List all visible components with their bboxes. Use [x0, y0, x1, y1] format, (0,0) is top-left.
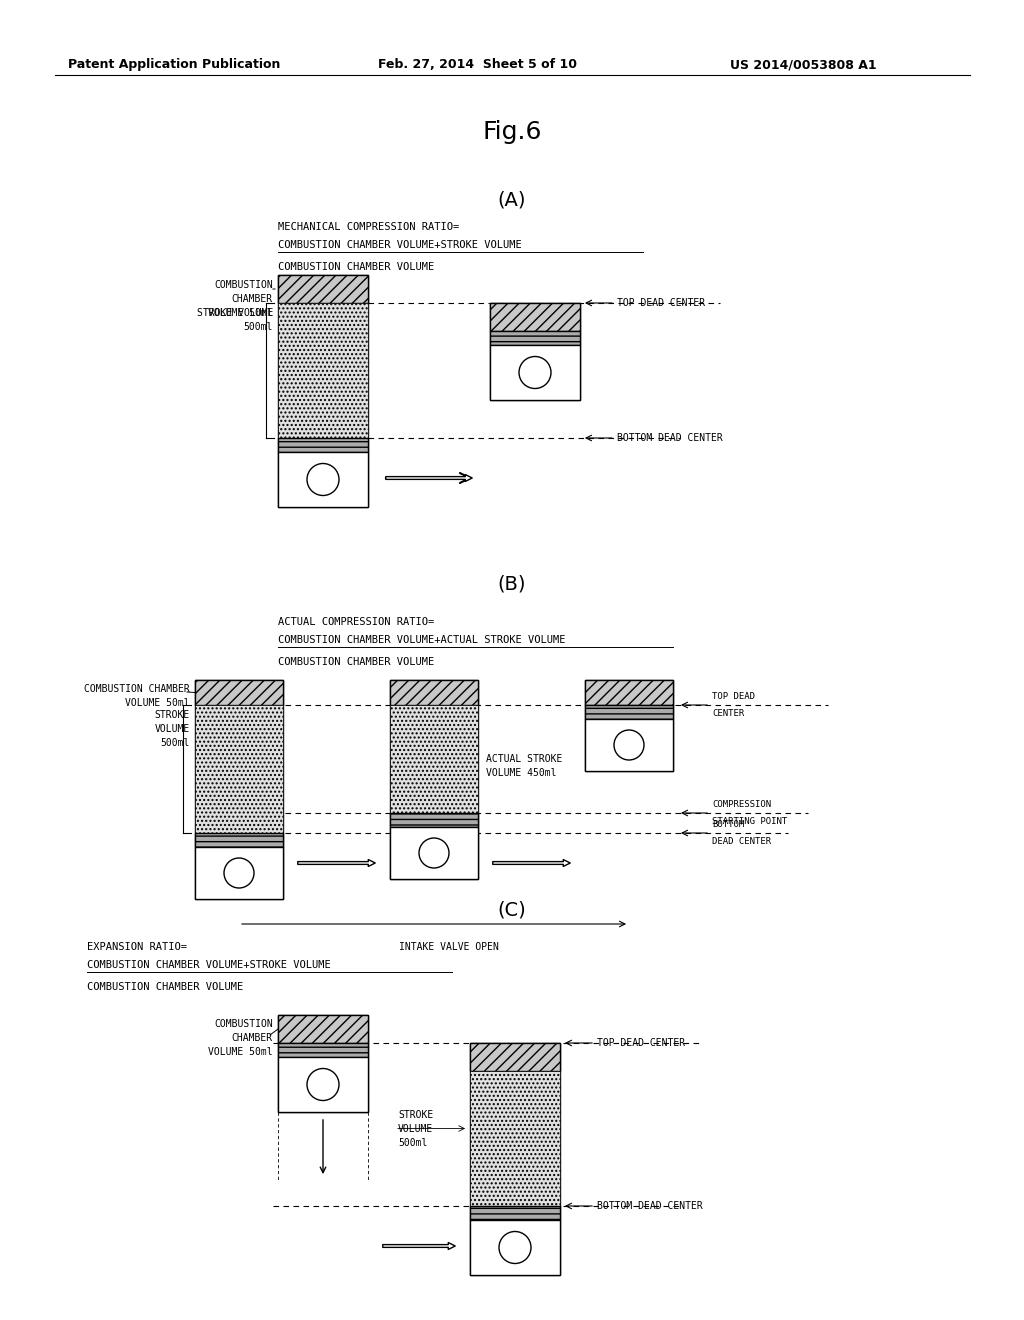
Text: COMBUSTION CHAMBER VOLUME+STROKE VOLUME: COMBUSTION CHAMBER VOLUME+STROKE VOLUME — [278, 240, 522, 249]
Bar — [585, 719, 673, 771]
Text: Fig.6: Fig.6 — [482, 120, 542, 144]
Text: 500ml: 500ml — [398, 1138, 427, 1147]
Text: VOLUME 50ml: VOLUME 50ml — [208, 308, 273, 318]
Bar — [585, 680, 673, 771]
Text: VOLUME: VOLUME — [155, 723, 190, 734]
Text: COMBUSTION CHAMBER: COMBUSTION CHAMBER — [84, 684, 190, 694]
Text: Patent Application Publication: Patent Application Publication — [68, 58, 281, 71]
Text: US 2014/0053808 A1: US 2014/0053808 A1 — [730, 58, 877, 71]
Bar — [278, 1043, 368, 1057]
Text: TOP DEAD CENTER: TOP DEAD CENTER — [597, 1038, 685, 1048]
Bar — [470, 1206, 560, 1220]
Text: COMBUSTION CHAMBER VOLUME: COMBUSTION CHAMBER VOLUME — [87, 982, 243, 993]
Bar — [585, 680, 673, 705]
Text: COMBUSTION CHAMBER VOLUME: COMBUSTION CHAMBER VOLUME — [278, 657, 434, 667]
Text: COMBUSTION CHAMBER VOLUME+ACTUAL STROKE VOLUME: COMBUSTION CHAMBER VOLUME+ACTUAL STROKE … — [278, 635, 565, 645]
Text: 500ml: 500ml — [161, 738, 190, 748]
Bar — [278, 438, 368, 451]
Text: BOTTOM DEAD CENTER: BOTTOM DEAD CENTER — [617, 433, 723, 444]
Text: (A): (A) — [498, 190, 526, 209]
Text: STROKE VOLUME: STROKE VOLUME — [197, 308, 273, 318]
Bar — [390, 680, 478, 879]
Text: CHAMBER: CHAMBER — [231, 1034, 273, 1043]
Bar — [278, 1057, 368, 1111]
Text: COMPRESSION: COMPRESSION — [712, 800, 771, 809]
Bar — [278, 275, 368, 507]
Text: BOTTOM DEAD CENTER: BOTTOM DEAD CENTER — [597, 1201, 702, 1210]
Bar — [490, 345, 580, 400]
Text: COMBUSTION: COMBUSTION — [214, 280, 273, 290]
Bar — [195, 847, 283, 899]
Text: CHAMBER: CHAMBER — [231, 294, 273, 304]
Bar — [195, 833, 283, 847]
Text: VOLUME: VOLUME — [398, 1123, 433, 1134]
Text: DEAD CENTER: DEAD CENTER — [712, 837, 771, 846]
Bar — [278, 275, 368, 304]
Bar — [195, 680, 283, 899]
Text: ACTUAL STROKE: ACTUAL STROKE — [486, 754, 562, 764]
Bar — [490, 331, 580, 345]
Text: STROKE: STROKE — [155, 710, 190, 719]
Bar — [470, 1071, 560, 1206]
Bar — [390, 680, 478, 705]
Text: CENTER: CENTER — [712, 709, 744, 718]
Bar — [278, 304, 368, 438]
Bar — [490, 304, 580, 400]
Text: (B): (B) — [498, 576, 526, 594]
Bar — [195, 680, 283, 705]
Text: VOLUME 50ml: VOLUME 50ml — [125, 698, 190, 708]
Text: ACTUAL COMPRESSION RATIO=: ACTUAL COMPRESSION RATIO= — [278, 616, 434, 627]
Text: COMBUSTION CHAMBER VOLUME+STROKE VOLUME: COMBUSTION CHAMBER VOLUME+STROKE VOLUME — [87, 960, 331, 970]
Bar — [470, 1220, 560, 1275]
Text: BOTTOM: BOTTOM — [712, 820, 744, 829]
Bar — [390, 705, 478, 813]
Text: 500ml: 500ml — [244, 322, 273, 333]
Text: (C): (C) — [498, 900, 526, 919]
Text: TOP DEAD CENTER: TOP DEAD CENTER — [617, 298, 706, 308]
Bar — [470, 1043, 560, 1071]
Bar — [195, 705, 283, 833]
Text: VOLUME 50ml: VOLUME 50ml — [208, 1047, 273, 1057]
Text: Feb. 27, 2014  Sheet 5 of 10: Feb. 27, 2014 Sheet 5 of 10 — [378, 58, 577, 71]
Bar — [585, 705, 673, 719]
Bar — [470, 1043, 560, 1275]
Text: MECHANICAL COMPRESSION RATIO=: MECHANICAL COMPRESSION RATIO= — [278, 222, 459, 232]
Text: VOLUME 450ml: VOLUME 450ml — [486, 768, 556, 777]
Bar — [390, 828, 478, 879]
Text: COMBUSTION: COMBUSTION — [214, 1019, 273, 1030]
Bar — [278, 451, 368, 507]
Text: TOP DEAD: TOP DEAD — [712, 692, 755, 701]
Bar — [278, 1015, 368, 1043]
Bar — [278, 1015, 368, 1111]
Text: COMBUSTION CHAMBER VOLUME: COMBUSTION CHAMBER VOLUME — [278, 261, 434, 272]
Bar — [490, 304, 580, 331]
Text: STROKE: STROKE — [398, 1110, 433, 1119]
Text: INTAKE VALVE OPEN: INTAKE VALVE OPEN — [399, 942, 499, 952]
Bar — [390, 813, 478, 828]
Text: STARTING POINT: STARTING POINT — [712, 817, 787, 826]
Text: EXPANSION RATIO=: EXPANSION RATIO= — [87, 942, 186, 952]
